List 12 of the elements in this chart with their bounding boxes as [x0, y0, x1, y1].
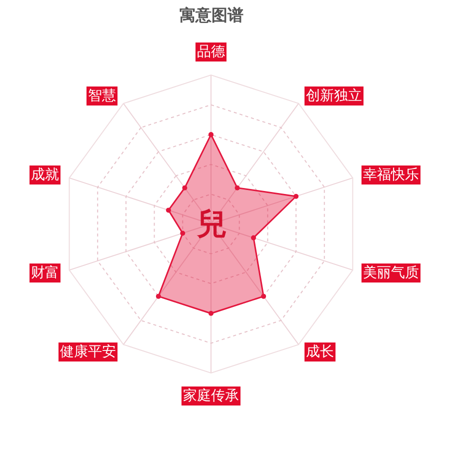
spoke-label: 成长: [306, 344, 334, 360]
spoke-label: 成就: [31, 167, 59, 183]
spoke-label: 幸福快乐: [363, 167, 419, 183]
spoke-label: 品德: [197, 44, 225, 60]
spoke-label: 美丽气质: [363, 265, 419, 281]
spoke-label: 创新独立: [306, 88, 362, 104]
text: 兒: [196, 207, 227, 242]
spoke-label: 家庭传承: [183, 388, 239, 404]
spoke-label: 健康平安: [60, 344, 116, 360]
chart-title: 寓意图谱: [180, 6, 244, 25]
spoke-label: 财富: [31, 265, 59, 281]
spoke-label: 智慧: [88, 88, 116, 104]
